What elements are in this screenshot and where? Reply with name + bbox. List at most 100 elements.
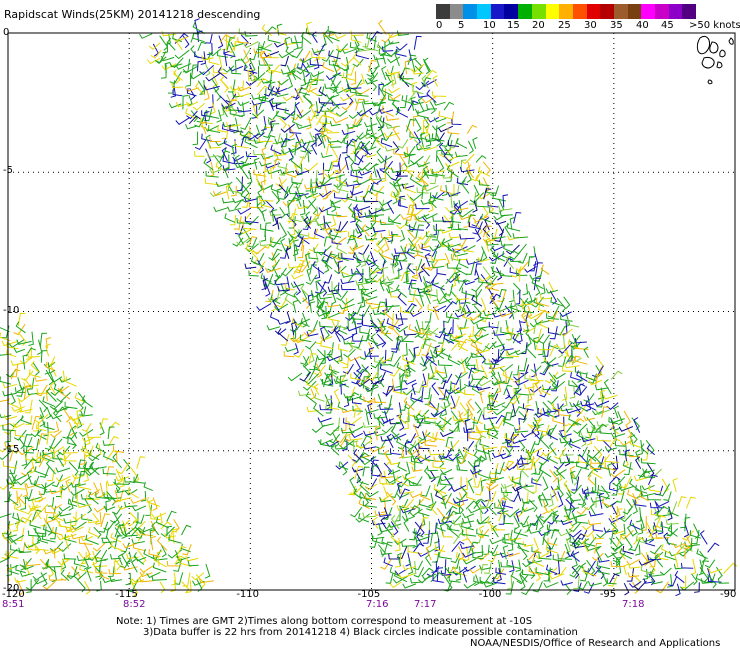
wind-barb — [398, 416, 405, 431]
wind-barb — [14, 430, 25, 437]
wind-barb — [139, 571, 153, 578]
wind-barb — [446, 311, 460, 320]
credit-line: NOAA/NESDIS/Office of Research and Appli… — [470, 638, 721, 649]
wind-barb — [621, 440, 628, 456]
wind-barb — [52, 409, 62, 423]
wind-barb — [257, 85, 270, 96]
wind-barb — [101, 527, 109, 539]
wind-barb — [386, 288, 400, 294]
wind-barb — [205, 72, 221, 82]
wind-barb — [269, 210, 282, 216]
wind-barb — [86, 432, 101, 439]
wind-barb — [92, 512, 100, 525]
wind-barb — [334, 227, 348, 233]
wind-barb — [53, 547, 60, 559]
wind-barb — [648, 474, 658, 486]
wind-barb — [106, 491, 117, 506]
wind-barb — [569, 438, 582, 444]
wind-barb — [473, 455, 482, 467]
wind-barb — [268, 252, 280, 261]
wind-barb — [281, 266, 295, 277]
wind-barb — [398, 446, 405, 459]
wind-barb — [494, 219, 507, 225]
wind-barb — [525, 329, 535, 342]
wind-barb — [585, 395, 592, 412]
wind-barb — [308, 290, 314, 302]
wind-barb — [694, 582, 700, 593]
wind-barb — [388, 94, 400, 102]
wind-barb — [422, 145, 438, 152]
wind-barb — [626, 559, 640, 566]
wind-barb — [327, 350, 340, 364]
wind-barb — [428, 401, 439, 416]
wind-barb — [478, 276, 491, 284]
wind-barb — [567, 319, 580, 328]
wind-barb — [551, 380, 559, 392]
wind-barb — [49, 527, 57, 540]
wind-barb — [304, 184, 319, 190]
wind-barb — [496, 335, 506, 352]
wind-barb — [159, 35, 169, 51]
wind-barb — [656, 511, 671, 518]
wind-barb — [431, 560, 438, 573]
wind-barb — [494, 502, 506, 510]
wind-barb — [559, 437, 572, 444]
wind-barb — [505, 327, 514, 341]
wind-barb — [411, 466, 423, 472]
wind-barb — [351, 373, 363, 385]
wind-barb — [471, 170, 483, 182]
wind-barb — [315, 133, 321, 147]
wind-barb — [291, 177, 302, 185]
wind-barb — [418, 432, 431, 441]
wind-barb — [394, 553, 402, 568]
wind-barb — [23, 447, 34, 454]
wind-barb — [397, 412, 407, 425]
wind-barb — [586, 559, 596, 575]
wind-barb — [267, 84, 281, 95]
wind-barb — [420, 237, 432, 246]
wind-barb — [221, 35, 228, 51]
wind-barb — [320, 421, 334, 427]
wind-barb — [514, 290, 521, 305]
wind-barb — [370, 459, 379, 472]
wind-barb — [99, 521, 109, 533]
wind-barb — [290, 156, 302, 169]
wind-barb — [30, 475, 40, 486]
wind-barb — [410, 392, 424, 403]
wind-barb — [468, 221, 482, 230]
wind-barb — [450, 192, 456, 209]
wind-barb — [268, 52, 280, 59]
wind-barb — [336, 175, 349, 186]
wind-barb — [578, 430, 590, 442]
wind-barb — [436, 371, 445, 385]
wind-barb — [520, 342, 528, 354]
wind-barb — [456, 199, 462, 215]
wind-barb — [511, 438, 527, 445]
wind-barb — [354, 148, 361, 162]
wind-barb — [407, 204, 415, 215]
wind-barb — [455, 372, 468, 380]
wind-barb — [316, 114, 328, 126]
wind-barb — [182, 65, 198, 74]
wind-barb — [578, 383, 585, 396]
wind-barb — [251, 251, 259, 264]
wind-barb — [451, 216, 462, 223]
wind-barb — [397, 139, 409, 149]
wind-barb — [362, 500, 377, 508]
wind-barb — [306, 331, 319, 337]
wind-barb — [383, 237, 390, 253]
wind-barb — [327, 286, 340, 292]
wind-barb — [319, 326, 326, 342]
wind-barb — [279, 207, 286, 219]
wind-barb — [76, 555, 92, 562]
wind-barb — [448, 575, 461, 583]
wind-barb — [659, 567, 672, 576]
wind-barb — [475, 348, 491, 355]
wind-barb — [498, 288, 507, 299]
wind-barb — [382, 278, 393, 290]
wind-barb — [369, 398, 375, 411]
wind-barb — [394, 506, 401, 522]
wind-barb — [645, 521, 652, 534]
wind-barb — [115, 468, 123, 485]
wind-barb — [237, 101, 250, 107]
